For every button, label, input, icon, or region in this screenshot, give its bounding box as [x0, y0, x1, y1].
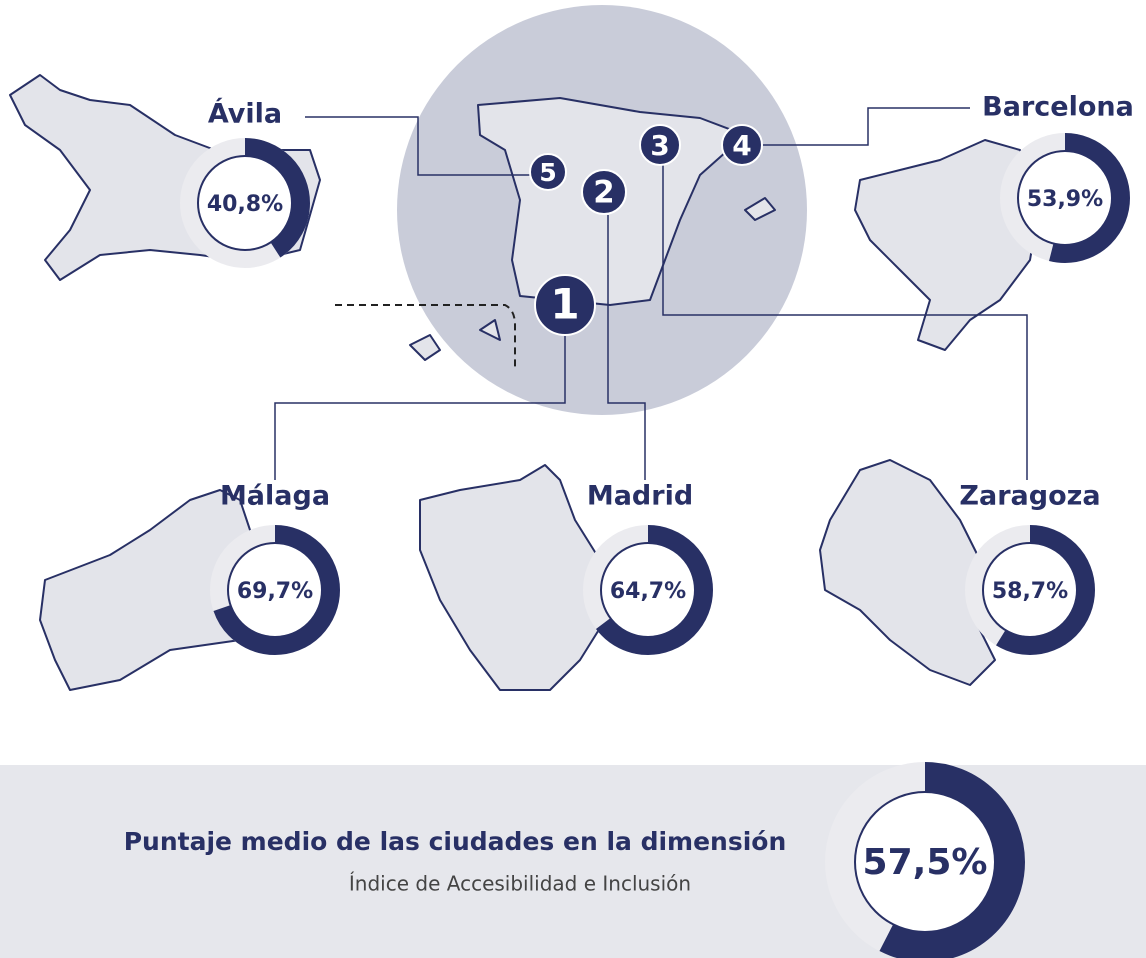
- donut-center: [854, 791, 996, 933]
- donut-label: 40,8%: [207, 192, 283, 217]
- donut-label: 58,7%: [992, 579, 1068, 604]
- donut-center: [982, 542, 1078, 638]
- donut-arc: [965, 525, 1095, 655]
- canary: [409, 319, 501, 361]
- connector: [607, 215, 646, 480]
- rank-marker: [529, 153, 567, 191]
- donut-center: [227, 542, 323, 638]
- rank-marker: [639, 124, 681, 166]
- donut-center: [600, 542, 696, 638]
- donut-label: 64,7%: [610, 579, 686, 604]
- rank-number: 4: [732, 129, 751, 162]
- donut-center: [1017, 150, 1113, 246]
- rank-number: 3: [650, 129, 669, 162]
- summary-title: Puntaje medio de las ciudades en la dime…: [124, 827, 787, 856]
- donut-center: [197, 155, 293, 251]
- city-name: Madrid: [587, 481, 693, 512]
- canary-frame: [335, 304, 516, 370]
- city-name: Ávila: [208, 98, 282, 130]
- donut-arc: [583, 525, 713, 655]
- summary-subtitle: Índice de Accesibilidad e Inclusión: [349, 872, 691, 896]
- rank-number: 2: [593, 175, 614, 211]
- city-name: Zaragoza: [959, 481, 1100, 512]
- donut-arc: [1000, 133, 1130, 263]
- donut-label: 53,9%: [1027, 187, 1103, 212]
- barcelona-map: [854, 139, 1041, 351]
- donut-arc: [825, 762, 1025, 958]
- connector: [662, 165, 1028, 480]
- zaragoza-map: [819, 459, 996, 686]
- connector: [305, 116, 530, 176]
- balearic: [744, 197, 776, 221]
- rank-number: 1: [550, 280, 579, 329]
- donut-arc: [180, 138, 310, 268]
- connector: [274, 330, 566, 480]
- connector: [760, 107, 970, 146]
- rank-number: 5: [539, 158, 557, 187]
- madrid-map: [419, 464, 606, 691]
- donut-label: 57,5%: [863, 842, 988, 883]
- city-name: Málaga: [220, 481, 330, 512]
- rank-marker: [534, 274, 596, 336]
- donut-arc: [210, 525, 340, 655]
- rank-marker: [581, 169, 627, 215]
- city-name: Barcelona: [982, 92, 1134, 123]
- donut-label: 69,7%: [237, 579, 313, 604]
- rank-marker: [721, 124, 763, 166]
